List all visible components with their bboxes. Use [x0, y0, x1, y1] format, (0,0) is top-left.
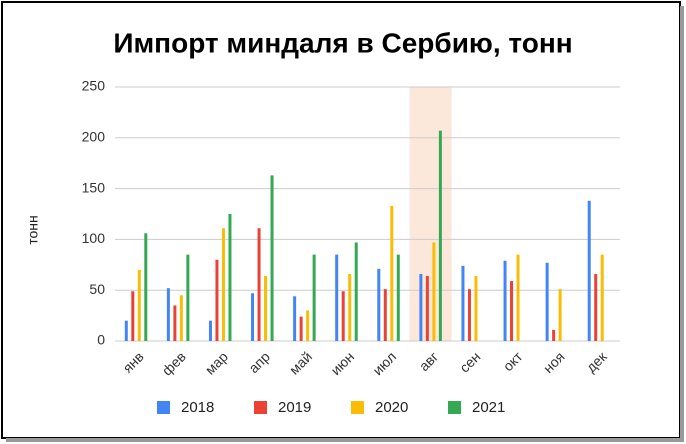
- bar: [432, 242, 436, 341]
- y-tick-label: 100: [82, 230, 106, 246]
- bar: [461, 265, 465, 341]
- bar: [293, 296, 297, 341]
- frame: [1, 1, 681, 439]
- bar: [552, 329, 556, 341]
- bar: [438, 130, 442, 341]
- bar: [335, 254, 339, 341]
- legend-label: 2021: [472, 399, 505, 416]
- y-tick-label: 0: [97, 332, 105, 348]
- bar: [166, 288, 170, 341]
- bar: [425, 275, 429, 341]
- shadow: [680, 6, 684, 440]
- bar: [306, 310, 310, 341]
- legend-label: 2018: [181, 399, 214, 416]
- bar: [354, 242, 358, 341]
- y-tick-label: 200: [82, 129, 106, 145]
- bar: [131, 291, 135, 341]
- shadow: [6, 438, 684, 442]
- legend-label: 2019: [278, 399, 311, 416]
- bar: [396, 254, 400, 341]
- bar: [587, 200, 591, 341]
- legend-swatch: [254, 401, 267, 414]
- bar: [600, 254, 604, 341]
- bar: [341, 291, 345, 341]
- bar: [474, 275, 478, 341]
- bar: [221, 228, 225, 341]
- bar: [510, 281, 514, 341]
- bar: [594, 273, 598, 341]
- legend-swatch: [157, 401, 170, 414]
- bar: [558, 289, 562, 341]
- bar: [186, 254, 190, 341]
- bar: [208, 320, 212, 341]
- bar: [264, 275, 268, 341]
- legend-swatch: [351, 401, 364, 414]
- bar: [467, 289, 471, 341]
- bar: [137, 269, 141, 341]
- bar: [179, 295, 183, 341]
- legend-swatch: [448, 401, 461, 414]
- bar: [144, 233, 148, 341]
- y-axis-label: тонн: [25, 215, 41, 245]
- bar: [299, 316, 303, 341]
- bar: [516, 254, 520, 341]
- y-tick-label: 150: [82, 179, 106, 195]
- bar: [503, 260, 507, 341]
- bar: [348, 273, 352, 341]
- bar: [377, 268, 381, 341]
- bar: [383, 289, 387, 341]
- bar: [173, 305, 177, 341]
- bar: [545, 262, 549, 341]
- bar: [419, 273, 423, 341]
- chart-title: Импорт миндаля в Сербию, тонн: [113, 27, 572, 58]
- highlight-band: [409, 87, 452, 341]
- bar: [312, 254, 316, 341]
- bar: [124, 320, 128, 341]
- bar: [251, 293, 255, 341]
- bar: [215, 259, 219, 341]
- y-tick-label: 50: [89, 281, 105, 297]
- y-tick-label: 250: [82, 78, 106, 94]
- bar: [228, 214, 232, 341]
- bar: [257, 228, 261, 341]
- legend-label: 2020: [375, 399, 408, 416]
- bar: [270, 175, 274, 341]
- bar: [390, 205, 394, 341]
